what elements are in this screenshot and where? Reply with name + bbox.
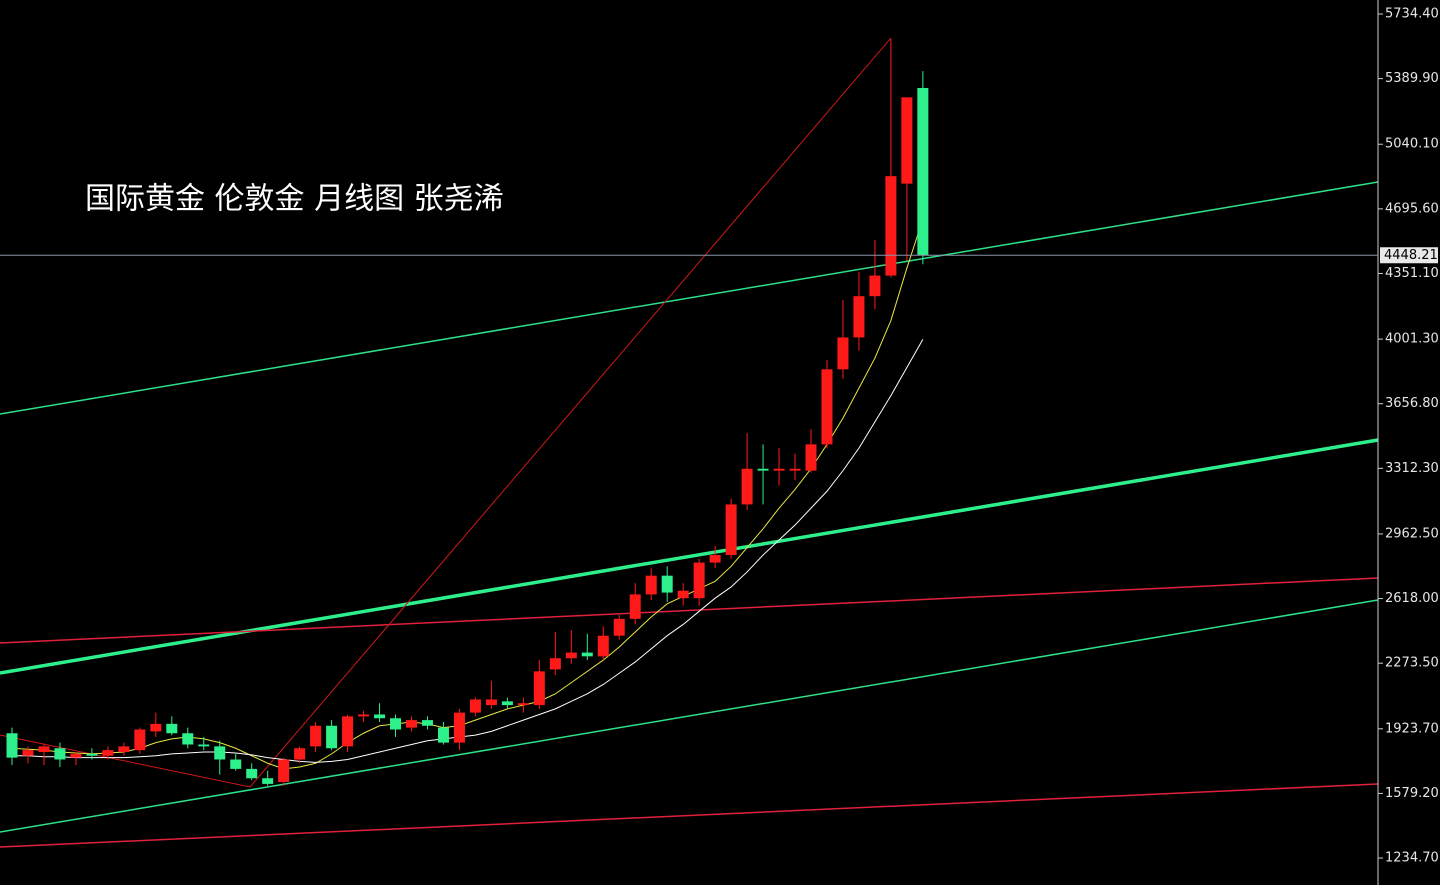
y-tick-label: 2273.50 [1385, 656, 1439, 671]
moving-average-line [11, 219, 924, 770]
candle-body [581, 652, 593, 657]
y-tick-label: 2618.00 [1385, 591, 1439, 606]
candle-body [166, 723, 178, 734]
candle-body [278, 759, 290, 783]
candle-body [789, 468, 801, 471]
candle-body [437, 727, 449, 743]
y-tick-label: 2962.50 [1385, 526, 1439, 541]
candle-body [917, 87, 929, 256]
y-tick-label: 3312.30 [1385, 461, 1439, 476]
candle-body [294, 748, 306, 760]
candle-body [805, 444, 817, 471]
candle-body [262, 778, 274, 784]
trend-line [0, 37, 892, 788]
candle-body [565, 652, 577, 659]
candle-body [661, 575, 673, 593]
candle-body [533, 671, 545, 706]
candle-body [86, 753, 98, 756]
candle-body [613, 618, 625, 636]
y-tick-label: 1234.70 [1385, 851, 1439, 866]
candle-body [597, 635, 609, 657]
candle-body [869, 275, 881, 297]
y-tick-label: 5040.10 [1385, 137, 1439, 152]
candle-body [246, 768, 258, 779]
candle-body [853, 296, 865, 338]
candle-body [725, 504, 737, 556]
trend-lines [0, 37, 1379, 848]
candle-body [469, 699, 481, 713]
trend-line [0, 181, 1379, 415]
candle-body [757, 468, 769, 471]
candle-body [885, 176, 897, 276]
candle-body [374, 714, 386, 719]
candle-body [342, 716, 354, 747]
candle-body [693, 562, 705, 599]
candle-body [54, 748, 66, 760]
chart-title: 国际黄金 伦敦金 月线图 张尧浠 [85, 182, 504, 217]
candle-body [821, 369, 833, 445]
candle-body [406, 720, 417, 728]
candle-body [326, 725, 338, 749]
trend-line [0, 577, 1379, 644]
candle-body [310, 725, 322, 747]
candle-body [453, 712, 465, 743]
last-price-box [1380, 247, 1438, 264]
y-tick-label: 1579.20 [1385, 786, 1439, 801]
candle-body [837, 337, 849, 370]
candle-body [134, 729, 146, 751]
candle-body [741, 468, 753, 505]
y-tick-label: 5389.90 [1385, 71, 1439, 86]
last-price-label: 4448.21 [1384, 248, 1438, 263]
candle-body [629, 594, 641, 619]
candle-body [421, 720, 433, 726]
candle-body [214, 746, 226, 760]
y-tick-label: 1923.70 [1385, 721, 1439, 736]
candle-body [182, 733, 194, 745]
candle-body [102, 750, 114, 756]
y-tick-label: 3656.80 [1385, 396, 1439, 411]
candle-body [198, 744, 210, 747]
candle-body [517, 703, 529, 706]
candle-body [485, 699, 497, 706]
candle-body [390, 718, 402, 730]
candle-body [38, 746, 50, 753]
candle-body [901, 97, 913, 184]
y-tick-label: 4695.60 [1385, 201, 1439, 216]
candle-body [677, 590, 689, 599]
trend-line [0, 599, 1379, 833]
candle-body [709, 555, 721, 563]
candle-body [230, 759, 242, 769]
y-tick-label: 4001.30 [1385, 332, 1439, 347]
candle-body [549, 658, 561, 670]
trend-line [0, 783, 1379, 848]
moving-average-line [12, 339, 924, 763]
candle-body [150, 723, 162, 732]
y-tick-label: 4351.10 [1385, 266, 1439, 281]
candle-body [70, 753, 82, 758]
candle-body [6, 733, 18, 758]
candle-body [645, 575, 657, 595]
trend-line [0, 438, 1379, 675]
candle-body [22, 750, 34, 756]
candle-body [358, 714, 370, 717]
candle-body [773, 468, 785, 471]
candle-body [501, 701, 513, 706]
plot: 5734.40 5389.90 5040.10 4695.60 4351.10 4001.… [0, 6, 1439, 866]
candle-body [118, 746, 130, 753]
y-tick-label: 5734.40 [1385, 6, 1439, 21]
